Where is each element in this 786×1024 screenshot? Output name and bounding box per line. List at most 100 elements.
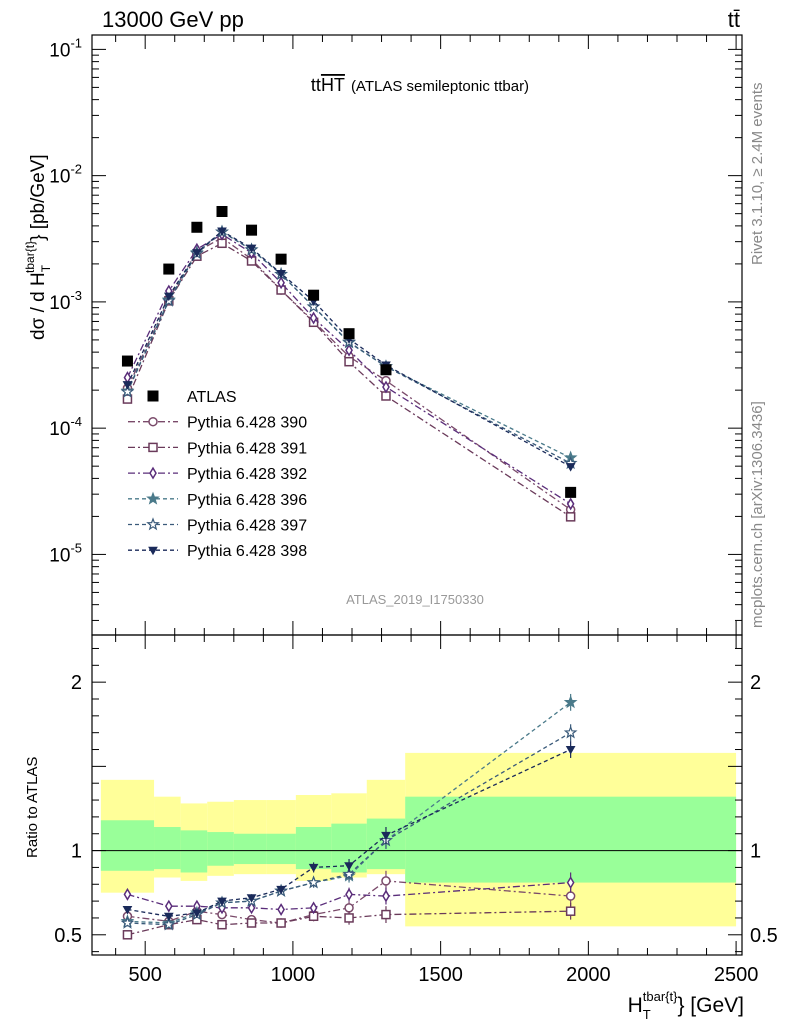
legend-marker	[148, 442, 158, 453]
ratio-point	[217, 919, 227, 930]
x-tick-label: 1000	[271, 964, 316, 986]
main-panel: 10-1 10-2 10-3 10-4 10-5 ATLAS Pythia 6.428 39…	[49, 34, 743, 636]
ratio-y-tick-label: 0.5	[54, 925, 82, 947]
series-point	[309, 311, 318, 325]
series-point	[344, 356, 354, 367]
x-axis-label: HTtbar{t}} [GeV]	[628, 989, 744, 1022]
x-tick-label: 2000	[566, 964, 611, 986]
ratio-panel: 500 1000 1500 2000 2500 0.5 0.5 1 1 2 2	[54, 634, 778, 986]
legend-marker	[149, 466, 157, 480]
series-6-ratio	[122, 741, 576, 922]
plot-title-prefix: tt	[311, 75, 321, 95]
ratio-point	[163, 912, 174, 922]
legend-marker	[146, 491, 160, 505]
series-point	[566, 497, 575, 511]
ratio-point	[192, 909, 202, 918]
y-tick-label: 10-1	[49, 35, 82, 61]
ratio-line	[127, 732, 571, 926]
ratio-line	[127, 748, 571, 917]
legend-marker-data	[147, 390, 159, 402]
legend-label: Pythia 6.428 390	[187, 415, 307, 432]
data-point	[163, 263, 175, 275]
ratio-point	[246, 894, 257, 903]
plot-title: ttHT (ATLAS semileptonic ttbar)	[311, 75, 529, 95]
ratio-point	[247, 901, 256, 915]
series-point	[122, 381, 133, 390]
ratio-point	[276, 885, 286, 895]
ratio-point	[381, 831, 391, 841]
ratio-line	[127, 910, 571, 936]
uncertainty-band-inner	[154, 827, 181, 870]
ratio-point	[217, 897, 227, 907]
ratio-point	[342, 866, 356, 880]
y-axis-label: dσ / d HTtbar{t}} [pb/GeV]	[23, 154, 53, 340]
ratio-point	[164, 899, 173, 913]
series-line	[126, 242, 571, 518]
ratio-y-tick-label: 2	[71, 672, 82, 694]
ratio-point	[344, 903, 354, 913]
header-left: 13000 GeV pp	[102, 7, 244, 32]
uncertainty-band-inner	[180, 830, 208, 873]
uncertainty-band-inner	[295, 827, 332, 870]
ratio-point	[122, 930, 133, 940]
plot-title-overline: HT	[321, 75, 345, 95]
data-point	[343, 328, 355, 340]
series-point	[217, 227, 227, 237]
ratio-point	[563, 725, 578, 739]
ratio-point	[122, 906, 133, 915]
y-tick-label: 10-4	[49, 414, 82, 440]
x-tick-label: 2500	[714, 964, 759, 986]
legend-label: Pythia 6.428 396	[187, 492, 307, 509]
legend-marker	[148, 546, 158, 556]
ratio-point	[276, 918, 286, 928]
ratio-line	[127, 880, 571, 924]
ratio-point	[565, 891, 576, 901]
legend-label: Pythia 6.428 397	[187, 518, 307, 535]
ratio-y-tick-label-right: 1	[750, 841, 761, 863]
x-tick-label: 500	[128, 964, 161, 986]
plot-title-suffix: (ATLAS semileptonic ttbar)	[351, 78, 529, 95]
y-tick-label: 10-5	[49, 540, 82, 566]
data-point	[121, 355, 133, 367]
data-point	[308, 289, 320, 301]
legend-marker	[146, 517, 160, 531]
data-point	[565, 486, 577, 498]
ratio-y-axis-label: Ratio to ATLAS	[24, 757, 41, 858]
series-point	[565, 463, 576, 472]
ratio-point	[381, 876, 391, 886]
y-tick-label: 10-3	[49, 288, 82, 314]
ratio-point	[344, 913, 354, 923]
series-line	[126, 233, 571, 505]
ratio-y-tick-label-right: 2	[750, 672, 761, 694]
ratio-point	[308, 863, 319, 873]
data-point	[246, 224, 258, 236]
data-point	[191, 221, 203, 233]
ratio-point	[381, 909, 391, 920]
uncertainty-band-inner	[207, 832, 234, 866]
ratio-point	[309, 901, 318, 915]
data-point	[216, 205, 228, 217]
legend: ATLAS Pythia 6.428 390 Pythia 6.428 391 Pyt…	[128, 389, 307, 560]
series-line	[126, 230, 571, 468]
ratio-point	[277, 903, 285, 916]
series-point	[120, 384, 135, 398]
mcplots-label: mcplots.cern.ch [arXiv:1306.3436]	[749, 401, 766, 628]
ratio-line	[127, 881, 571, 911]
series-point	[345, 343, 353, 357]
ratio-point	[382, 889, 390, 903]
analysis-id: ATLAS_2019_I1750330	[346, 592, 484, 607]
series-point	[277, 276, 285, 290]
ratio-point	[161, 917, 176, 931]
legend-label: Pythia 6.428 391	[187, 440, 307, 457]
data-point	[380, 364, 392, 376]
uncertainty-band-inner	[405, 796, 737, 883]
ratio-point	[120, 915, 135, 929]
uncertainty-band-inner	[233, 833, 267, 865]
ratio-point	[566, 876, 575, 890]
ratio-point	[345, 887, 353, 901]
series-point	[246, 244, 257, 254]
header-right: tt̄	[728, 7, 740, 32]
ratio-point	[344, 862, 354, 871]
ratio-point	[565, 906, 576, 916]
